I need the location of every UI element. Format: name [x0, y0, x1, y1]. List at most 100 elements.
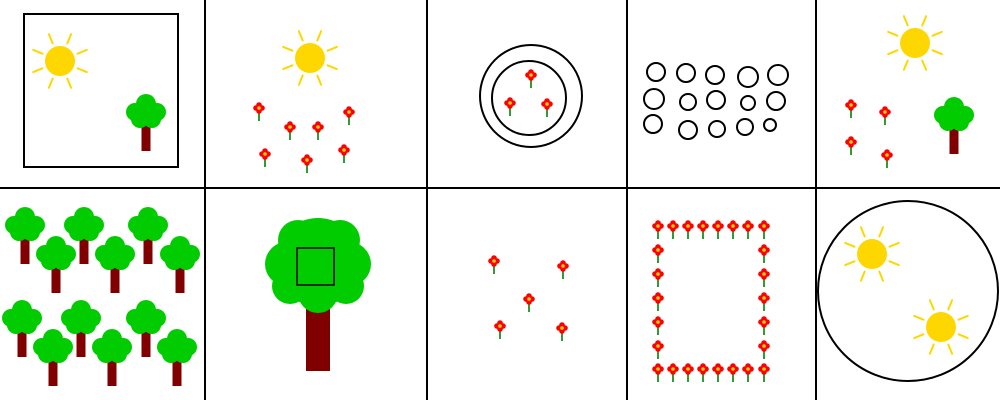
flower-center [257, 106, 261, 110]
tree-foliage [102, 338, 122, 358]
flower-petal [504, 100, 510, 106]
flower-petal [727, 366, 733, 372]
tree-icon [36, 236, 76, 293]
flower-center [716, 224, 720, 228]
circle-outline [676, 63, 696, 83]
panel-2 [253, 30, 355, 173]
panel-6 [2, 207, 200, 386]
sun-disc [45, 46, 75, 76]
flower-center [316, 125, 320, 129]
circle-outline [646, 62, 666, 82]
sun-ray [66, 33, 73, 45]
sun-ray [921, 59, 928, 71]
flower-petal [697, 223, 703, 229]
flower-petal [682, 366, 688, 372]
flower-icon [652, 340, 664, 359]
tree-icon [61, 300, 101, 357]
sun-ray [887, 49, 899, 56]
tree-foliage [136, 103, 156, 123]
flower-icon [879, 106, 891, 125]
flower-center [656, 224, 660, 228]
flower-icon [682, 363, 694, 382]
flower-icon [312, 121, 324, 140]
sun-ray [297, 30, 304, 42]
circle-outline [767, 64, 789, 86]
flower-center [762, 248, 766, 252]
flower-center [656, 344, 660, 348]
square-outline [296, 247, 335, 286]
flower-petal [682, 223, 688, 229]
tree-trunk [949, 122, 959, 154]
sun-icon [913, 299, 969, 355]
flower-petal [727, 223, 733, 229]
circle-outline [479, 44, 583, 148]
sun-ray [902, 59, 909, 71]
flower-center [746, 224, 750, 228]
flower-petal [494, 323, 500, 329]
flower-center [529, 73, 533, 77]
big-tree-icon [265, 218, 371, 371]
flower-petal [881, 152, 887, 158]
flower-center [656, 367, 660, 371]
panel-1 [23, 13, 179, 168]
flower-petal [652, 319, 658, 325]
circle-outline [706, 90, 726, 110]
flower-icon [652, 292, 664, 311]
flower-center [762, 272, 766, 276]
flower-icon [742, 363, 754, 382]
tree-foliage [167, 338, 187, 358]
tree-foliage [43, 338, 63, 358]
flower-icon [259, 148, 271, 167]
circle-outline [679, 93, 697, 111]
flower-petal [343, 109, 349, 115]
flower-icon [667, 363, 679, 382]
flower-center [305, 158, 309, 162]
sun-disc [857, 239, 887, 269]
sun-ray [32, 67, 44, 74]
flower-icon [682, 220, 694, 239]
flower-petal [758, 343, 764, 349]
flower-icon [712, 220, 724, 239]
flower-center [701, 367, 705, 371]
flower-petal [652, 247, 658, 253]
flower-icon [652, 316, 664, 335]
circle-outline [705, 65, 725, 85]
circle-outline [736, 118, 754, 136]
circle-outline [737, 66, 759, 88]
tree-foliage [71, 309, 91, 329]
sun-icon [282, 30, 338, 86]
sun-ray [878, 226, 885, 238]
flower-icon [845, 99, 857, 118]
flower-center [498, 324, 502, 328]
flower-petal [652, 223, 658, 229]
flower-petal [758, 366, 764, 372]
flower-center [560, 326, 564, 330]
flower-icon [758, 363, 770, 382]
tree-foliage [298, 273, 338, 313]
tree-foliage [15, 216, 35, 236]
flower-center [492, 259, 496, 263]
flower-icon [758, 220, 770, 239]
circle-outline [766, 91, 786, 111]
flower-petal [879, 109, 885, 115]
sun-ray [47, 33, 54, 45]
flower-icon [343, 106, 355, 125]
circle-outline [678, 120, 698, 140]
flower-icon [525, 69, 537, 88]
sun-ray [931, 49, 943, 56]
tree-foliage [944, 106, 964, 126]
flower-center [762, 224, 766, 228]
sun-ray [282, 64, 294, 71]
flower-icon [284, 121, 296, 140]
sun-icon [887, 15, 943, 71]
sun-icon [32, 33, 88, 89]
flower-icon [253, 102, 265, 121]
flower-icon [845, 136, 857, 155]
flower-center [527, 297, 531, 301]
flower-petal [758, 271, 764, 277]
tree-trunk [143, 232, 153, 264]
flower-petal [697, 366, 703, 372]
sun-ray [316, 30, 323, 42]
flower-icon [712, 363, 724, 382]
flower-center [686, 367, 690, 371]
